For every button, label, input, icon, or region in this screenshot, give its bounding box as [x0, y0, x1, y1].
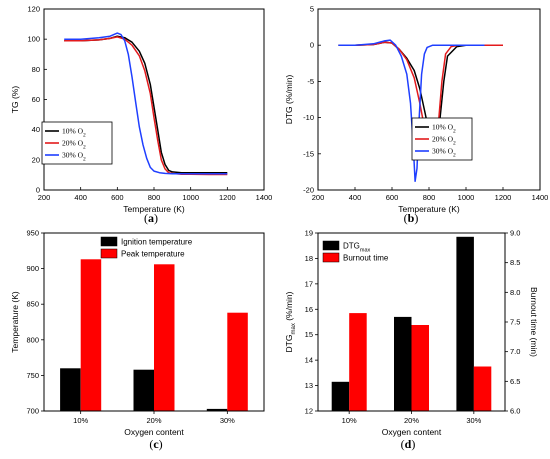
y-right-axis-title: Burnout time (min)	[529, 287, 539, 357]
legend-swatch	[322, 252, 340, 263]
series-line-3	[64, 32, 228, 175]
x-tick-label: 600	[111, 193, 124, 202]
y-tick-label: -15	[303, 149, 314, 158]
y-tick-label: 19	[305, 229, 313, 238]
x-tick-label: 20%	[146, 416, 161, 425]
y-tick-label: 900	[26, 264, 39, 273]
y-tick-label: 60	[32, 95, 40, 104]
legend: Ignition temperature Peak temperature	[100, 236, 193, 259]
y-right-tick-label: 7.0	[510, 347, 520, 356]
x-tick-label: 1200	[219, 193, 236, 202]
plot-frame	[317, 8, 541, 191]
series-line-3	[338, 39, 485, 183]
y-tick-label: 0	[36, 186, 40, 195]
y-axis-title: DTG (%/min)	[284, 75, 294, 125]
y-tick-label: 850	[26, 300, 39, 309]
bar-2-10%	[80, 259, 102, 411]
legend-swatch	[100, 248, 118, 259]
y-right-tick-label: 9.0	[510, 229, 520, 238]
x-tick-label: 200	[312, 193, 325, 202]
panel-label: (a)	[144, 211, 158, 225]
x-tick-label: 1200	[495, 193, 512, 202]
y-tick-label: 13	[305, 381, 313, 390]
x-tick-label: 1000	[458, 193, 475, 202]
y-tick-label: 700	[26, 407, 39, 416]
bar-2-10%	[349, 313, 367, 411]
x-tick-label: 400	[349, 193, 362, 202]
x-tick-label: 10%	[342, 416, 357, 425]
bar-1-30%	[456, 236, 474, 411]
y-axis-title: Temperature (K)	[10, 291, 20, 353]
chart-a: 200 400 600 800 1000 1200 1400 0 20 40 60 80 100 120 T…	[10, 5, 272, 226]
x-tick-label: 1400	[532, 193, 549, 202]
y-tick-label: 15	[305, 330, 313, 339]
x-tick-label: 1000	[182, 193, 199, 202]
y-right-tick-label: 6.5	[510, 377, 520, 386]
legend-label: Burnout time	[343, 254, 389, 263]
x-tick-label: 1400	[256, 193, 273, 202]
legend-swatch	[100, 236, 118, 247]
x-tick-label: 200	[38, 193, 51, 202]
x-tick-label: 30%	[220, 416, 235, 425]
y-tick-label: 800	[26, 335, 39, 344]
bar-2-30%	[473, 366, 492, 411]
x-tick-label: 800	[423, 193, 436, 202]
x-axis-title: Oxygen content	[382, 427, 442, 437]
x-tick-label: 800	[148, 193, 161, 202]
bar-2-20%	[411, 325, 429, 411]
y-tick-label: -20	[303, 186, 314, 195]
y-axis-title: DTGmax (%/min)	[284, 291, 297, 352]
y-tick-label: 20	[32, 155, 40, 164]
y-tick-label: 750	[26, 371, 39, 380]
bar-1-20%	[394, 316, 412, 411]
y-tick-label: 100	[27, 35, 40, 44]
x-tick-label: 20%	[404, 416, 419, 425]
chart-b: 200 400 600 800 1000 1200 1400 -20 -15 -10 -5 0 5 Tem…	[284, 5, 548, 226]
chart-d: 10% 20% 30% 12 13 14 15 16 17 18 19 6.0 6.5 7.0 7.5 8.0…	[284, 229, 539, 452]
bar-1-30%	[206, 408, 228, 411]
chart-c: 10% 20% 30% 700 750 800 850 900 950 Oxygen conten…	[10, 229, 265, 451]
x-tick-label: 400	[74, 193, 87, 202]
panel-label: (c)	[149, 437, 162, 451]
x-tick-label: 10%	[73, 416, 88, 425]
y-tick-label: 120	[27, 5, 40, 14]
bar-1-10%	[331, 381, 350, 411]
x-axis-title: Temperature (K)	[123, 204, 185, 214]
y-tick-label: 5	[310, 5, 314, 14]
legend-label: Ignition temperature	[121, 238, 193, 247]
legend-label: Peak temperature	[121, 250, 185, 259]
x-axis-title: Temperature (K)	[398, 204, 460, 214]
y-tick-label: 18	[305, 254, 313, 263]
x-axis-title: Oxygen content	[124, 427, 184, 437]
y-tick-label: 12	[305, 407, 313, 416]
y-tick-label: 14	[305, 356, 313, 365]
x-tick-label: 30%	[466, 416, 481, 425]
y-right-tick-label: 8.0	[510, 288, 520, 297]
bar-2-20%	[154, 264, 175, 411]
bar-1-10%	[60, 368, 81, 411]
panel-label: (b)	[404, 211, 419, 225]
y-tick-label: -10	[303, 113, 314, 122]
y-right-tick-label: 7.5	[510, 318, 520, 327]
y-tick-label: 16	[305, 305, 313, 314]
y-axis-title: TG (%)	[10, 86, 20, 114]
bar-1-20%	[133, 369, 154, 411]
x-tick-label: 600	[386, 193, 399, 202]
y-tick-label: 950	[26, 229, 39, 238]
y-tick-label: 40	[32, 125, 40, 134]
y-tick-label: 0	[310, 41, 314, 50]
y-tick-label: -5	[307, 77, 314, 86]
panel-label: (d)	[401, 437, 416, 451]
y-tick-label: 17	[305, 279, 313, 288]
y-right-tick-label: 8.5	[510, 258, 520, 267]
legend-swatch	[322, 240, 340, 251]
bar-2-30%	[227, 312, 248, 411]
y-tick-label: 80	[32, 65, 40, 74]
y-right-tick-label: 6.0	[510, 407, 520, 416]
